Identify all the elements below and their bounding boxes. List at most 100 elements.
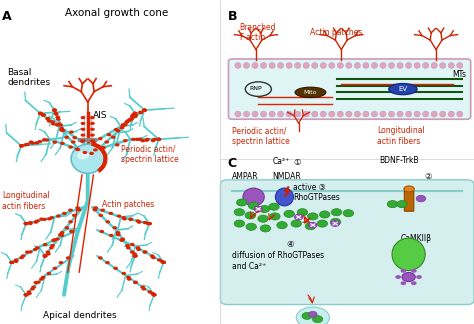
Ellipse shape: [243, 188, 264, 206]
Ellipse shape: [320, 63, 327, 68]
Circle shape: [109, 212, 113, 215]
Circle shape: [142, 287, 146, 291]
Circle shape: [111, 136, 116, 139]
Circle shape: [146, 222, 150, 225]
Ellipse shape: [363, 111, 369, 117]
Circle shape: [68, 145, 73, 149]
Circle shape: [47, 217, 52, 220]
Circle shape: [58, 123, 63, 126]
Text: EV: EV: [398, 86, 408, 92]
Circle shape: [137, 221, 142, 224]
Ellipse shape: [296, 307, 329, 324]
Ellipse shape: [337, 63, 344, 68]
Circle shape: [140, 139, 145, 142]
Circle shape: [19, 144, 24, 147]
Circle shape: [38, 112, 43, 115]
Text: Branched
F-actin: Branched F-actin: [239, 23, 276, 42]
Circle shape: [128, 217, 133, 221]
Ellipse shape: [414, 63, 420, 68]
Circle shape: [136, 219, 140, 223]
Circle shape: [37, 140, 42, 143]
Circle shape: [66, 256, 71, 260]
Circle shape: [64, 226, 69, 229]
Ellipse shape: [294, 111, 301, 117]
Circle shape: [151, 139, 155, 142]
Circle shape: [248, 202, 259, 209]
Circle shape: [43, 243, 47, 246]
Circle shape: [254, 206, 263, 212]
Circle shape: [147, 222, 152, 225]
Circle shape: [245, 212, 255, 219]
Circle shape: [142, 109, 147, 112]
Circle shape: [133, 281, 138, 284]
Circle shape: [33, 248, 37, 251]
Circle shape: [24, 222, 28, 225]
Circle shape: [123, 123, 128, 126]
Circle shape: [38, 112, 43, 115]
Circle shape: [98, 256, 103, 260]
Circle shape: [50, 244, 55, 247]
Circle shape: [21, 254, 26, 258]
Circle shape: [246, 223, 256, 230]
Circle shape: [411, 269, 417, 273]
Circle shape: [119, 126, 124, 130]
Circle shape: [24, 293, 28, 296]
Circle shape: [120, 238, 125, 241]
Text: CaMKIIβ: CaMKIIβ: [401, 234, 431, 243]
Circle shape: [152, 293, 156, 296]
Circle shape: [9, 261, 14, 264]
Circle shape: [24, 293, 28, 296]
Ellipse shape: [389, 84, 417, 95]
Text: AIS: AIS: [92, 110, 107, 120]
Circle shape: [49, 246, 54, 249]
Circle shape: [39, 277, 44, 281]
Circle shape: [90, 122, 95, 125]
Circle shape: [24, 293, 28, 296]
Circle shape: [52, 109, 57, 112]
Circle shape: [133, 254, 137, 258]
Circle shape: [39, 217, 44, 221]
Circle shape: [43, 254, 47, 258]
Circle shape: [46, 117, 50, 121]
Circle shape: [117, 214, 121, 218]
Circle shape: [75, 148, 80, 151]
Circle shape: [125, 120, 130, 123]
Text: AMPAR: AMPAR: [232, 172, 259, 181]
Text: BDNF-TrkB: BDNF-TrkB: [379, 156, 419, 165]
Circle shape: [35, 219, 40, 223]
Circle shape: [401, 269, 406, 273]
Ellipse shape: [286, 63, 292, 68]
Circle shape: [98, 137, 102, 140]
Ellipse shape: [303, 111, 310, 117]
Circle shape: [147, 222, 152, 225]
Ellipse shape: [252, 111, 258, 117]
Circle shape: [36, 281, 41, 284]
Text: ER: ER: [403, 204, 414, 214]
Ellipse shape: [389, 111, 395, 117]
Circle shape: [42, 138, 46, 141]
Circle shape: [82, 151, 87, 154]
Ellipse shape: [406, 111, 412, 117]
Ellipse shape: [269, 63, 275, 68]
Circle shape: [126, 276, 131, 279]
Circle shape: [30, 287, 35, 291]
Circle shape: [53, 141, 57, 144]
Circle shape: [90, 116, 95, 119]
Circle shape: [157, 259, 162, 262]
Circle shape: [24, 222, 28, 225]
Circle shape: [68, 209, 73, 212]
Circle shape: [90, 128, 95, 131]
Circle shape: [150, 292, 155, 295]
Circle shape: [130, 115, 135, 118]
Circle shape: [24, 293, 28, 296]
Circle shape: [161, 261, 166, 264]
Ellipse shape: [448, 63, 455, 68]
Text: Basal
dendrites: Basal dendrites: [7, 68, 50, 87]
Circle shape: [25, 143, 30, 146]
Circle shape: [277, 222, 287, 229]
Circle shape: [81, 133, 85, 137]
Circle shape: [54, 112, 58, 115]
Circle shape: [46, 117, 50, 120]
Circle shape: [152, 293, 156, 296]
Ellipse shape: [355, 111, 361, 117]
